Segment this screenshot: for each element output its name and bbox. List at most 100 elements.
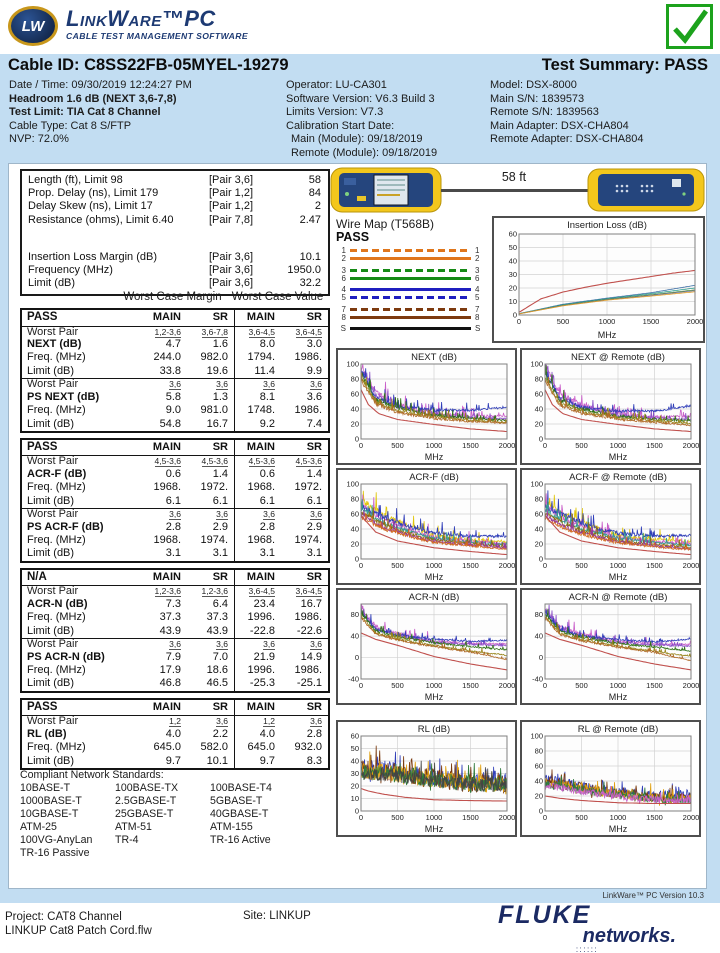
- result-row: Insertion Loss Margin (dB) [Pair 3,6] 10.1: [22, 251, 328, 264]
- table-group: Worst Pair 1,2 3,6 1,2 3,6 RL (dB) 4.0 2.2 4.0 2.…: [22, 716, 328, 769]
- pin-label: 3: [341, 265, 346, 275]
- table-row: Limit (dB) 54.8 16.7 9.2 7.4: [22, 417, 328, 431]
- table-cell: 9.7: [165, 754, 181, 767]
- table-cell: 1794.: [234, 351, 281, 365]
- svg-text:20: 20: [535, 540, 543, 549]
- pair-value: 3,6: [263, 509, 275, 521]
- svg-text:1500: 1500: [643, 317, 660, 326]
- column-header: SR: [306, 440, 322, 453]
- table-cell: 46.8: [159, 677, 181, 690]
- table-cell: 244.0: [153, 351, 181, 364]
- table-group: Worst Pair 3,6 3,6 3,6 3,6 PS ACR-N (dB) 7.9 7.…: [22, 638, 328, 691]
- svg-text:40: 40: [535, 632, 543, 641]
- svg-text:0: 0: [355, 807, 359, 816]
- svg-text:2000: 2000: [499, 441, 515, 450]
- svg-text:ACR-F @ Remote (dB): ACR-F @ Remote (dB): [569, 472, 667, 483]
- table-cell: 3,6: [234, 379, 281, 391]
- logo-subtitle: CABLE TEST MANAGEMENT SOFTWARE: [66, 31, 248, 41]
- pair-value: 3,6: [216, 509, 228, 521]
- svg-text:0: 0: [359, 681, 363, 690]
- table-cell: 1986.: [294, 351, 322, 364]
- standard-item: 2.5GBASE-T: [115, 795, 177, 807]
- table-row: NEXT (dB) 4.7 1.6 8.0 3.0: [22, 338, 328, 352]
- svg-text:40: 40: [535, 777, 543, 786]
- svg-text:30: 30: [509, 270, 517, 279]
- svg-text:ACR-F (dB): ACR-F (dB): [409, 472, 459, 483]
- svg-text:MHz: MHz: [609, 824, 628, 834]
- table-row: Freq. (MHz) 1968. 1972. 1968. 1972.: [22, 481, 328, 495]
- svg-text:0: 0: [513, 311, 517, 320]
- table-cell: 1.6: [212, 338, 228, 350]
- compliant-standards: Compliant Network Standards: 10BASE-T 100…: [20, 769, 332, 860]
- logo-title: LinkWare™PC: [66, 6, 216, 31]
- result-label: Length (ft), Limit 98: [28, 174, 123, 186]
- status-cell: PASS: [27, 700, 58, 713]
- result-row: Frequency (MHz) [Pair 3,6] 1950.0: [22, 264, 328, 277]
- row-label: PS NEXT (dB): [27, 390, 100, 403]
- info-column-3: Model: DSX-8000 Main S/N: 1839573 Remote S…: [490, 79, 710, 147]
- row-label: Worst Pair: [27, 455, 79, 468]
- table-cell: 3.0: [306, 338, 322, 350]
- svg-text:1500: 1500: [646, 561, 663, 570]
- row-label: Freq. (MHz): [27, 611, 86, 624]
- table-cell: 1,2: [234, 716, 281, 728]
- svg-text:20: 20: [351, 420, 359, 429]
- row-label: Limit (dB): [27, 364, 75, 377]
- svg-text:500: 500: [575, 561, 588, 570]
- svg-text:2000: 2000: [683, 681, 699, 690]
- linkware-logo: LinkWare™PC CABLE TEST MANAGEMENT SOFTWA…: [66, 6, 248, 42]
- info-line: NVP: 72.0%: [9, 133, 69, 146]
- info-line: Test Limit: TIA Cat 8 Channel: [9, 106, 161, 119]
- svg-text:Insertion Loss (dB): Insertion Loss (dB): [567, 220, 647, 231]
- table-cell: 7.0: [212, 650, 228, 663]
- row-label: Freq. (MHz): [27, 351, 86, 364]
- result-value: 2: [314, 200, 321, 213]
- column-header: MAIN: [152, 440, 181, 453]
- table-cell: 1,2-3,6: [140, 586, 187, 598]
- column-header: MAIN: [234, 439, 281, 456]
- result-pair: [Pair 1,2]: [209, 187, 254, 200]
- svg-text:500: 500: [557, 317, 570, 326]
- wire-map-title: Wire Map (T568B): [336, 217, 435, 231]
- pair-value: 3,6-4,5: [295, 586, 322, 598]
- svg-text:0: 0: [543, 441, 547, 450]
- table-group: Worst Pair 1,2-3,6 1,2-3,6 3,6-4,5 3,6-4,5 AC…: [22, 586, 328, 639]
- table-cell: 11.4: [234, 364, 281, 379]
- result-value: 1950.0: [287, 264, 321, 277]
- pin-label: 4: [475, 285, 480, 295]
- pair-value: 3,6: [310, 716, 322, 728]
- row-label: NEXT (dB): [27, 338, 82, 350]
- svg-text:MHz: MHz: [425, 692, 444, 702]
- svg-text:100: 100: [530, 360, 543, 369]
- svg-text:2000: 2000: [499, 681, 515, 690]
- table-cell: 6.1: [234, 494, 281, 509]
- table-cell: 1.4: [212, 467, 228, 480]
- wire-line: [350, 296, 471, 300]
- table-row: Limit (dB) 46.8 46.5 -25.3 -25.1: [22, 677, 328, 691]
- table-cell: 3,6: [281, 716, 328, 728]
- table-cell: 46.5: [206, 677, 228, 690]
- pin-label: 1: [475, 246, 480, 256]
- table-cell: 10.1: [206, 754, 228, 767]
- table-group: Worst Pair 4,5-3,6 4,5-3,6 4,5-3,6 4,5-3,6 AC…: [22, 455, 328, 509]
- svg-text:1000: 1000: [599, 317, 616, 326]
- svg-text:1000: 1000: [610, 813, 627, 822]
- row-label: PS ACR-F (dB): [27, 520, 104, 533]
- pair-value: 3,6: [169, 379, 181, 391]
- chart-acrn-remote: 0 500 1000 1500 2000 -40 0 40 80 ACR-N @ Remote (…: [520, 588, 701, 705]
- svg-text:30: 30: [351, 769, 359, 778]
- info-line: Main Adapter: DSX-CHA804: [490, 119, 629, 132]
- cable-line: [441, 189, 588, 192]
- table-cell: 645.0: [153, 741, 181, 754]
- table-cell: 1972.: [200, 481, 228, 494]
- table-cell: 2.8: [165, 520, 181, 533]
- row-label: Freq. (MHz): [27, 404, 86, 417]
- table-cell: 17.9: [159, 664, 181, 676]
- result-row: Prop. Delay (ns), Limit 179 [Pair 1,2] 84: [22, 187, 328, 200]
- svg-text:10: 10: [509, 297, 517, 306]
- wire-line: [350, 249, 471, 253]
- row-label: Freq. (MHz): [27, 741, 86, 754]
- row-label: Limit (dB): [27, 624, 75, 637]
